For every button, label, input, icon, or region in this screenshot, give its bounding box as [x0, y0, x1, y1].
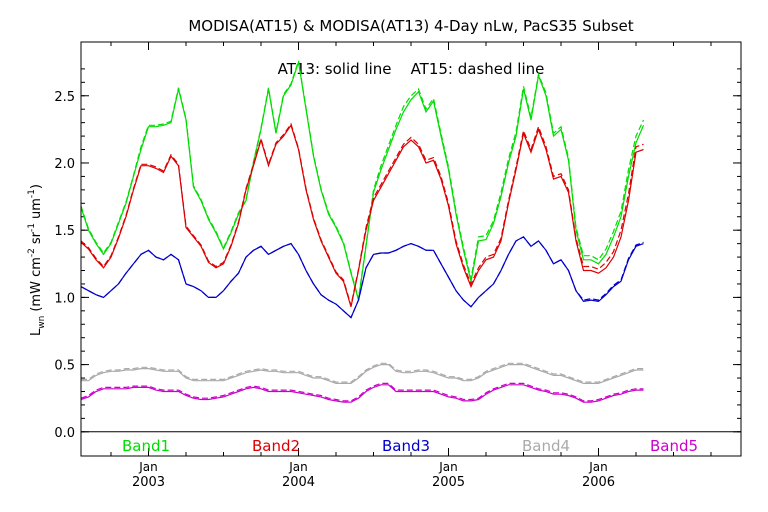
legend-band4: Band4: [522, 437, 570, 455]
x-tick-month-label: Jan: [138, 460, 158, 474]
band4-at13-line: [81, 364, 644, 384]
ylabel-mid2: um: [29, 198, 44, 219]
series-lines: [80, 60, 645, 403]
band5-at13-line: [80, 384, 644, 403]
chart-title: MODISA(AT15) & MODISA(AT13) 4-Day nLw, P…: [188, 17, 633, 35]
ylabel-exp3: -1: [27, 189, 37, 198]
legend-band1: Band1: [122, 437, 170, 455]
y-axis-title: Lwn(mW cm-2sr-1um-1): [27, 184, 47, 336]
band4-at15-line: [81, 362, 644, 383]
band5-at15-line: [80, 382, 644, 402]
ylabel-base: L: [29, 328, 44, 336]
legend: Band1 Band2 Band3 Band4 Band5: [122, 437, 698, 455]
ylabel-exp1: -2: [27, 248, 37, 257]
ylabel-close: ): [29, 184, 44, 189]
y-tick-label: 0.5: [54, 359, 75, 374]
y-tick-label: 2.0: [54, 157, 75, 172]
y-tick-label: 2.5: [54, 90, 75, 105]
y-axis-title-text: Lwn(mW cm-2sr-1um-1): [27, 184, 47, 336]
legend-band2: Band2: [252, 437, 300, 455]
plot-frame: [80, 41, 742, 457]
ylabel-sub: wn: [37, 316, 47, 329]
y-tick-label: 1.5: [54, 224, 75, 239]
line-style-annotation: AT13: solid line AT15: dashed line: [278, 60, 545, 78]
ylabel-open: (mW cm: [29, 257, 44, 312]
ylabel-mid1: sr: [29, 231, 44, 244]
x-tick-year-label: 2004: [282, 475, 315, 490]
x-tick-month-label: Jan: [438, 460, 458, 474]
x-tick-year-label: 2006: [582, 475, 615, 490]
band3-at15-line: [80, 236, 644, 319]
y-axis: 0.0 0.5 1.0 1.5 2.0 2.5: [54, 68, 741, 441]
legend-band5: Band5: [650, 437, 698, 455]
x-tick-month-label: Jan: [288, 460, 308, 474]
y-tick-label: 0.0: [54, 426, 75, 441]
ylabel-exp2: -1: [27, 223, 37, 232]
band2-at15-line: [80, 122, 644, 306]
band2-at13-line: [80, 123, 644, 307]
legend-band3: Band3: [382, 437, 430, 455]
y-tick-label: 1.0: [54, 291, 75, 306]
x-tick-year-label: 2003: [132, 475, 165, 490]
x-tick-year-label: 2005: [432, 475, 465, 490]
x-tick-month-label: Jan: [588, 460, 608, 474]
band1-at15-line: [80, 60, 645, 299]
